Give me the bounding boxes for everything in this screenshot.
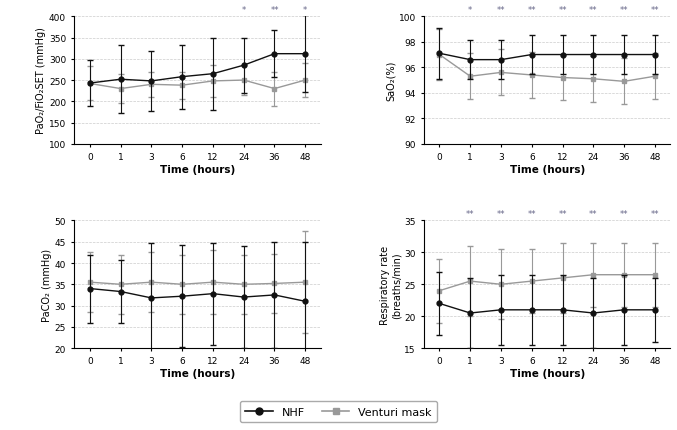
Text: **: ** bbox=[466, 209, 475, 218]
Y-axis label: PaO₂/FiO₂SET (mmHg): PaO₂/FiO₂SET (mmHg) bbox=[36, 28, 46, 134]
Text: **: ** bbox=[527, 209, 536, 218]
Text: **: ** bbox=[589, 6, 598, 15]
X-axis label: Time (hours): Time (hours) bbox=[160, 165, 235, 175]
Text: **: ** bbox=[620, 6, 628, 15]
Y-axis label: PaCO₂ (mmHg): PaCO₂ (mmHg) bbox=[42, 248, 52, 321]
Text: **: ** bbox=[651, 209, 659, 218]
Text: **: ** bbox=[620, 209, 628, 218]
Text: **: ** bbox=[497, 209, 505, 218]
Text: *: * bbox=[242, 6, 246, 15]
Text: *: * bbox=[303, 6, 307, 15]
X-axis label: Time (hours): Time (hours) bbox=[510, 165, 585, 175]
Text: **: ** bbox=[559, 209, 567, 218]
Y-axis label: SaO₂(%): SaO₂(%) bbox=[386, 61, 395, 101]
Text: **: ** bbox=[270, 6, 279, 15]
Legend: NHF, Venturi mask: NHF, Venturi mask bbox=[240, 401, 437, 422]
Text: **: ** bbox=[497, 6, 505, 15]
X-axis label: Time (hours): Time (hours) bbox=[510, 369, 585, 378]
Text: *: * bbox=[468, 6, 473, 15]
Text: **: ** bbox=[527, 6, 536, 15]
Text: **: ** bbox=[651, 6, 659, 15]
Text: **: ** bbox=[559, 6, 567, 15]
X-axis label: Time (hours): Time (hours) bbox=[160, 369, 235, 378]
Y-axis label: Respiratory rate
(breaths/min): Respiratory rate (breaths/min) bbox=[380, 245, 401, 324]
Text: **: ** bbox=[589, 209, 598, 218]
